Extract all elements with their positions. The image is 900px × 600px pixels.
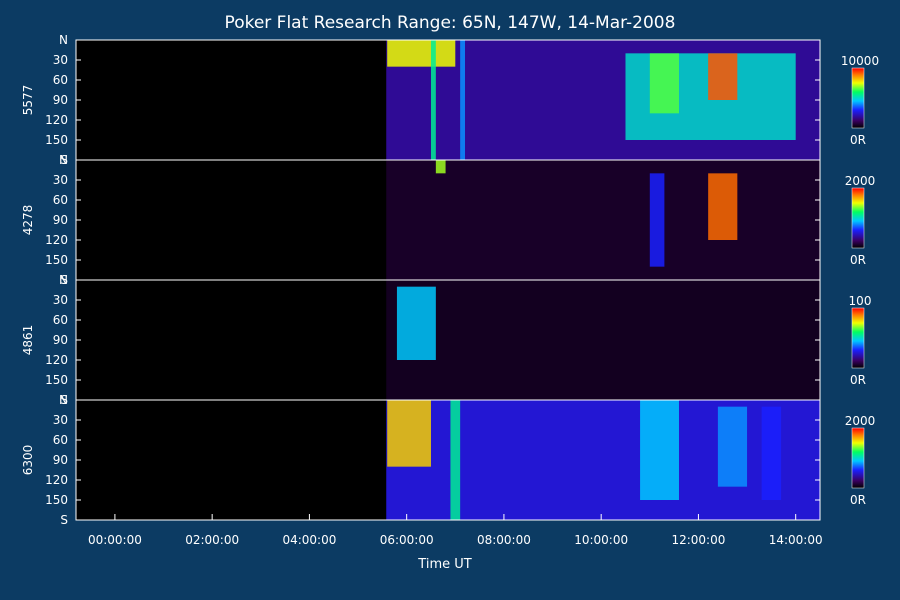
- x-tick-label: 02:00:00: [185, 533, 239, 547]
- data-region: [386, 280, 820, 400]
- emission-feature-2: [640, 400, 679, 500]
- y-tick-label: 30: [53, 173, 68, 187]
- emission-feature-1: [450, 400, 461, 520]
- y-tick-label: 60: [53, 433, 68, 447]
- y-tick-label: 90: [53, 93, 68, 107]
- colorbar: [851, 307, 865, 369]
- colorbar: [851, 427, 865, 489]
- y-tick-label: 150: [45, 373, 68, 387]
- emission-feature-0: [387, 40, 456, 67]
- y-tick-label: 120: [45, 113, 68, 127]
- y-tick-label: S: [60, 513, 68, 527]
- y-tick-label: N: [59, 273, 68, 287]
- panel-4278: N 30 60 90 120 150 S 4278 2000 0R: [21, 153, 875, 287]
- y-tick-label: 150: [45, 133, 68, 147]
- y-tick-label: 150: [45, 493, 68, 507]
- x-tick-label: 00:00:00: [88, 533, 142, 547]
- emission-feature-4: [649, 53, 679, 114]
- y-tick-label: 90: [53, 213, 68, 227]
- panel-4861: N 30 60 90 120 150 S 4861 100 0R: [21, 273, 871, 407]
- emission-feature-3: [717, 406, 748, 487]
- y-tick-label: 30: [53, 53, 68, 67]
- x-tick-label: 10:00:00: [574, 533, 628, 547]
- x-tick-label: 04:00:00: [282, 533, 336, 547]
- y-tick-label: 90: [53, 453, 68, 467]
- channel-label: 5577: [21, 85, 35, 116]
- x-tick-label: 14:00:00: [769, 533, 823, 547]
- emission-feature-2: [708, 173, 738, 240]
- emission-feature-2: [460, 40, 466, 160]
- emission-feature-1: [649, 173, 665, 267]
- x-tick-label: 06:00:00: [380, 533, 434, 547]
- y-tick-label: 60: [53, 193, 68, 207]
- panel-6300: N 30 60 90 120 150 S 6300 2000 0R: [21, 393, 875, 527]
- panel-5577: N 30 60 90 120 150 S 5577 10000 0R: [21, 33, 879, 167]
- emission-feature-0: [435, 160, 446, 174]
- colorbar-min-label: 0R: [850, 493, 866, 507]
- y-tick-label: 90: [53, 333, 68, 347]
- y-tick-label: S: [60, 153, 68, 167]
- colorbar-max-label: 100: [849, 294, 872, 308]
- colorbar-max-label: 10000: [841, 54, 879, 68]
- emission-feature-0: [387, 400, 431, 467]
- y-tick-label: 60: [53, 313, 68, 327]
- y-tick-label: S: [60, 273, 68, 287]
- y-tick-label: S: [60, 393, 68, 407]
- colorbar: [851, 187, 865, 249]
- colorbar-max-label: 2000: [845, 414, 876, 428]
- x-tick-label: 08:00:00: [477, 533, 531, 547]
- y-tick-label: 120: [45, 353, 68, 367]
- y-tick-label: 30: [53, 413, 68, 427]
- y-tick-label: 120: [45, 473, 68, 487]
- channel-label: 6300: [21, 445, 35, 476]
- x-tick-label: 12:00:00: [671, 533, 725, 547]
- y-tick-label: N: [59, 153, 68, 167]
- channel-label: 4861: [21, 325, 35, 356]
- chart-title: Poker Flat Research Range: 65N, 147W, 14…: [225, 13, 676, 33]
- colorbar-min-label: 0R: [850, 373, 866, 387]
- emission-feature-1: [430, 40, 436, 160]
- y-tick-label: 60: [53, 73, 68, 87]
- y-tick-label: N: [59, 33, 68, 47]
- emission-feature-0: [396, 286, 436, 360]
- x-axis-label: Time UT: [417, 557, 471, 572]
- channel-label: 4278: [21, 205, 35, 236]
- y-tick-label: N: [59, 393, 68, 407]
- x-axis: 00:00:00 02:00:00 04:00:00 06:00:00 08:00:00…: [88, 514, 823, 547]
- data-region: [386, 160, 820, 280]
- colorbar: [851, 67, 865, 129]
- emission-feature-5: [708, 53, 738, 100]
- colorbar-max-label: 2000: [845, 174, 876, 188]
- panels: N 30 60 90 120 150 S 5577 10000 0R N 30 60 90 120 150 S 4…: [21, 33, 879, 527]
- colorbar-min-label: 0R: [850, 253, 866, 267]
- y-tick-label: 150: [45, 253, 68, 267]
- y-tick-label: 30: [53, 293, 68, 307]
- y-tick-label: 120: [45, 233, 68, 247]
- colorbar-min-label: 0R: [850, 133, 866, 147]
- emission-feature-4: [761, 406, 782, 500]
